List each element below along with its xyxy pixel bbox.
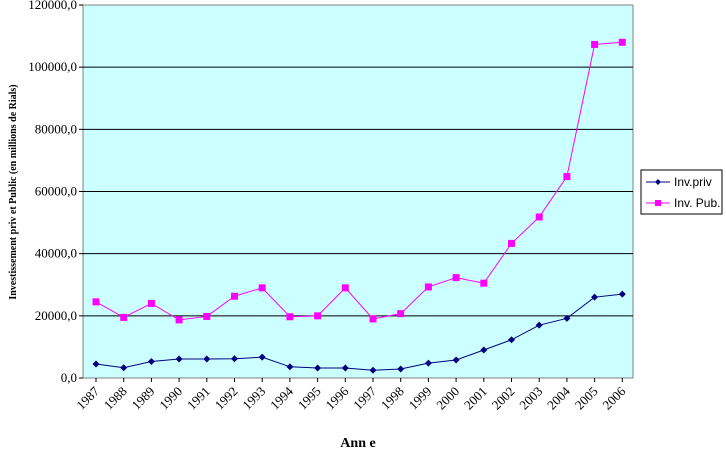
data-point-inv-pub	[535, 213, 543, 221]
data-point-inv-priv	[175, 355, 183, 363]
data-point-inv-priv	[480, 346, 488, 354]
legend-marker-inv-priv	[655, 179, 661, 185]
x-tick-label: 1996	[322, 383, 351, 412]
data-point-inv-pub	[508, 239, 515, 247]
data-point-inv-priv	[397, 365, 405, 373]
legend-label-inv-pub: Inv. Pub.	[674, 196, 720, 210]
y-tick-label: 80000,0	[35, 121, 77, 136]
data-point-inv-pub	[452, 274, 460, 282]
x-tick-label: 1987	[73, 383, 102, 412]
x-tick-label: 1997	[350, 383, 379, 412]
y-tick-label: 60000,0	[35, 184, 77, 199]
series-group	[92, 38, 626, 374]
data-point-inv-priv	[452, 356, 460, 364]
series-line-inv-pub	[95, 41, 623, 321]
x-tick-label: 2005	[572, 384, 601, 413]
data-point-inv-pub	[175, 316, 183, 324]
data-point-inv-pub	[424, 283, 432, 291]
y-axis-title: Investissement priv et Public (en millio…	[8, 84, 19, 299]
series-line-inv-priv	[95, 293, 623, 371]
data-point-inv-pub	[203, 312, 211, 320]
x-tick-label: 2006	[599, 383, 628, 412]
y-tick-label: 20000,0	[35, 308, 77, 323]
data-point-inv-priv	[203, 355, 211, 363]
data-point-inv-pub	[480, 279, 488, 287]
data-point-inv-priv	[618, 290, 626, 298]
y-axis-ticks: 0,0 20000,0 40000,0 60000,0 80000,0 100000,0 1…	[28, 0, 83, 385]
data-point-inv-pub	[258, 284, 266, 292]
y-tick-label: 40000,0	[35, 246, 77, 261]
data-point-inv-priv	[258, 353, 266, 361]
y-tick-label: 0,0	[61, 370, 77, 385]
data-point-inv-pub	[563, 173, 571, 181]
gridlines	[83, 66, 633, 317]
data-point-inv-priv	[341, 364, 349, 372]
x-tick-label: 2001	[461, 384, 490, 413]
data-point-inv-pub	[92, 298, 100, 306]
x-tick-label: 1993	[239, 384, 268, 413]
data-point-inv-pub	[397, 310, 405, 318]
x-tick-label: 2002	[489, 384, 518, 413]
data-point-inv-pub	[618, 38, 626, 46]
x-tick-label: 1990	[156, 384, 185, 413]
data-point-inv-priv	[591, 293, 599, 301]
data-point-inv-priv	[508, 336, 515, 344]
data-point-inv-pub	[120, 313, 128, 321]
x-tick-label: 1988	[101, 384, 130, 413]
x-tick-label: 2004	[544, 383, 573, 412]
data-point-inv-priv	[535, 321, 543, 329]
legend-box	[640, 169, 723, 215]
data-point-inv-priv	[314, 364, 322, 372]
x-tick-label: 2000	[433, 384, 462, 413]
data-point-inv-priv	[92, 360, 100, 368]
data-point-inv-priv	[424, 359, 432, 367]
data-point-inv-priv	[286, 363, 294, 371]
data-point-inv-pub	[591, 40, 599, 48]
data-point-inv-priv	[369, 366, 377, 374]
x-tick-label: 1998	[378, 384, 407, 413]
data-point-inv-pub	[314, 312, 322, 320]
data-point-inv-priv	[147, 358, 155, 366]
y-tick-label: 100000,0	[28, 59, 77, 74]
x-tick-label: 1989	[129, 384, 158, 413]
data-point-inv-priv	[563, 314, 571, 322]
data-point-inv-priv	[231, 355, 238, 363]
data-point-inv-pub	[341, 284, 349, 292]
x-tick-label: 1994	[267, 383, 296, 412]
legend-marker-inv-pub	[655, 200, 661, 206]
x-tick-label: 1991	[184, 384, 213, 413]
x-axis-ticks: 1987198819891990199119921993199419951996…	[73, 378, 629, 413]
legend-label-inv-priv: Inv.priv	[674, 175, 712, 189]
data-point-inv-pub	[286, 313, 294, 321]
x-axis-title: Ann e	[340, 436, 375, 451]
y-tick-label: 120000,0	[28, 0, 77, 12]
x-tick-label: 1995	[295, 384, 324, 413]
data-point-inv-pub	[231, 292, 238, 300]
data-point-inv-pub	[369, 315, 377, 323]
x-tick-label: 1992	[212, 384, 241, 413]
legend: Inv.priv Inv. Pub.	[640, 169, 723, 215]
x-tick-label: 1999	[406, 384, 435, 413]
data-point-inv-pub	[147, 299, 155, 307]
data-point-inv-priv	[120, 364, 128, 372]
x-tick-label: 2003	[516, 384, 545, 413]
